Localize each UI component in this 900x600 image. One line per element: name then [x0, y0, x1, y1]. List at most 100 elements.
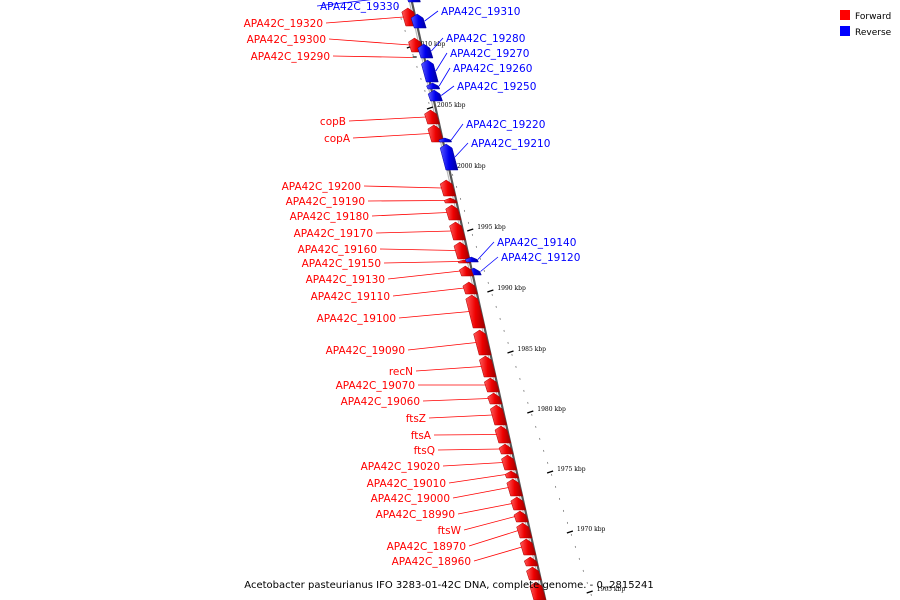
gene-label[interactable]: APA42C_19280	[446, 33, 525, 45]
gene-label[interactable]: APA42C_19160	[298, 244, 377, 256]
scale-tick-label: 2010 kbp	[417, 41, 446, 48]
forward-swatch	[840, 10, 850, 20]
gene-block[interactable]	[504, 470, 519, 479]
gene-block[interactable]	[519, 538, 537, 556]
gene-block[interactable]	[526, 566, 542, 581]
gene-label[interactable]: APA42C_19300	[247, 34, 326, 46]
gene-block[interactable]	[513, 510, 529, 523]
scale-tick-label: 2005 kbp	[437, 102, 466, 109]
gene-label[interactable]: APA42C_19200	[282, 181, 361, 193]
label-connector	[468, 530, 519, 547]
label-connector	[424, 10, 439, 22]
gene-block[interactable]	[410, 13, 427, 29]
label-connector	[415, 366, 482, 372]
gene-label[interactable]: APA42C_18970	[387, 541, 466, 553]
gene-block[interactable]	[443, 197, 458, 204]
gene-block[interactable]	[483, 377, 500, 393]
gene-block[interactable]	[494, 425, 512, 444]
gene-block[interactable]	[490, 404, 508, 426]
gene-block[interactable]	[479, 355, 497, 378]
gene-label[interactable]: ftsA	[411, 430, 432, 442]
gene-label[interactable]: APA42C_19070	[336, 380, 415, 392]
gene-block[interactable]	[426, 82, 441, 90]
gene-label[interactable]: APA42C_18960	[392, 556, 471, 568]
gene-block[interactable]	[445, 204, 462, 221]
gene-block[interactable]	[427, 124, 444, 143]
gene-label[interactable]: APA42C_19320	[244, 18, 323, 30]
gene-block[interactable]	[417, 43, 434, 59]
gene-label[interactable]: APA42C_19000	[371, 493, 450, 505]
gene-label[interactable]: APA42C_19020	[361, 461, 440, 473]
gene-block[interactable]	[487, 392, 503, 405]
gene-block[interactable]	[405, 0, 421, 3]
label-connector	[442, 462, 504, 467]
legend-forward[interactable]: Forward	[840, 10, 891, 22]
gene-block[interactable]	[529, 581, 547, 600]
gene-label[interactable]: APA42C_19170	[294, 228, 373, 240]
gene-block[interactable]	[516, 522, 533, 539]
gene-label[interactable]: APA42C_19180	[290, 211, 369, 223]
gene-block[interactable]	[501, 454, 518, 471]
label-connector	[328, 38, 411, 46]
scale-tick-mark	[546, 470, 554, 474]
gene-label[interactable]: ftsZ	[406, 413, 426, 425]
gene-block[interactable]	[465, 294, 486, 329]
label-connector	[387, 270, 461, 280]
gene-block[interactable]	[439, 179, 457, 197]
gene-block[interactable]	[449, 221, 466, 241]
gene-block[interactable]	[453, 241, 471, 260]
gene-block[interactable]	[439, 143, 459, 171]
gene-label[interactable]: recN	[389, 366, 413, 378]
gene-label[interactable]: APA42C_19310	[441, 6, 520, 18]
gene-label[interactable]: APA42C_19150	[302, 258, 381, 270]
gene-block[interactable]	[427, 89, 443, 102]
gene-block[interactable]	[438, 137, 453, 143]
gene-block[interactable]	[498, 443, 514, 455]
gene-label[interactable]: APA42C_18990	[376, 509, 455, 521]
gene-block[interactable]	[421, 59, 439, 83]
label-connector	[463, 516, 516, 531]
label-connector	[422, 398, 489, 402]
gene-label[interactable]: APA42C_19290	[251, 51, 330, 63]
gene-block[interactable]	[424, 109, 440, 125]
gene-block[interactable]	[523, 556, 539, 567]
gene-label[interactable]: APA42C_19130	[306, 274, 385, 286]
gene-block[interactable]	[506, 478, 523, 497]
gene-label[interactable]: APA42C_19060	[341, 396, 420, 408]
gene-label[interactable]: APA42C_19220	[466, 119, 545, 131]
label-connector	[371, 212, 448, 217]
gene-label[interactable]: copA	[324, 133, 351, 145]
gene-label[interactable]: APA42C_19120	[501, 252, 580, 264]
gene-label[interactable]: APA42C_19140	[497, 237, 576, 249]
label-connector	[325, 16, 404, 24]
gene-label[interactable]: APA42C_19250	[457, 81, 536, 93]
label-connector	[379, 248, 456, 251]
gene-label[interactable]: ftsW	[438, 525, 462, 537]
gene-label[interactable]: copB	[320, 116, 346, 128]
genome-caption: Acetobacter pasteurianus IFO 3283-01-42C…	[244, 580, 653, 591]
label-connector	[448, 474, 506, 484]
gene-block[interactable]	[473, 329, 492, 356]
gene-block[interactable]	[462, 281, 478, 295]
gene-label[interactable]: APA42C_19270	[450, 48, 529, 60]
gene-label[interactable]: APA42C_19110	[311, 291, 390, 303]
gene-label[interactable]: APA42C_19090	[326, 345, 405, 357]
gene-block[interactable]	[459, 265, 474, 277]
scale-tick-label: 1995 kbp	[477, 224, 506, 231]
gene-label[interactable]: APA42C_19010	[367, 478, 446, 490]
label-connector	[441, 85, 455, 96]
gene-label[interactable]: ftsQ	[414, 445, 435, 457]
gene-block[interactable]	[510, 496, 527, 511]
gene-label[interactable]: APA42C_19100	[317, 313, 396, 325]
scale-ruler: 2010 kbp 2005 kbp 2000 kbp 1995 kbp 1990 kbp…	[396, 5, 625, 596]
gene-label[interactable]: APA42C_19330	[320, 1, 399, 13]
gene-label[interactable]: APA42C_19210	[471, 138, 550, 150]
gene-block[interactable]	[464, 256, 479, 263]
label-connector	[428, 414, 493, 419]
label-connector	[435, 52, 448, 72]
label-connector	[407, 342, 477, 351]
gene-label[interactable]: APA42C_19260	[453, 63, 532, 75]
scale-tick-mark	[586, 590, 593, 594]
gene-label[interactable]: APA42C_19190	[286, 196, 365, 208]
legend-reverse[interactable]: Reverse	[840, 26, 892, 38]
